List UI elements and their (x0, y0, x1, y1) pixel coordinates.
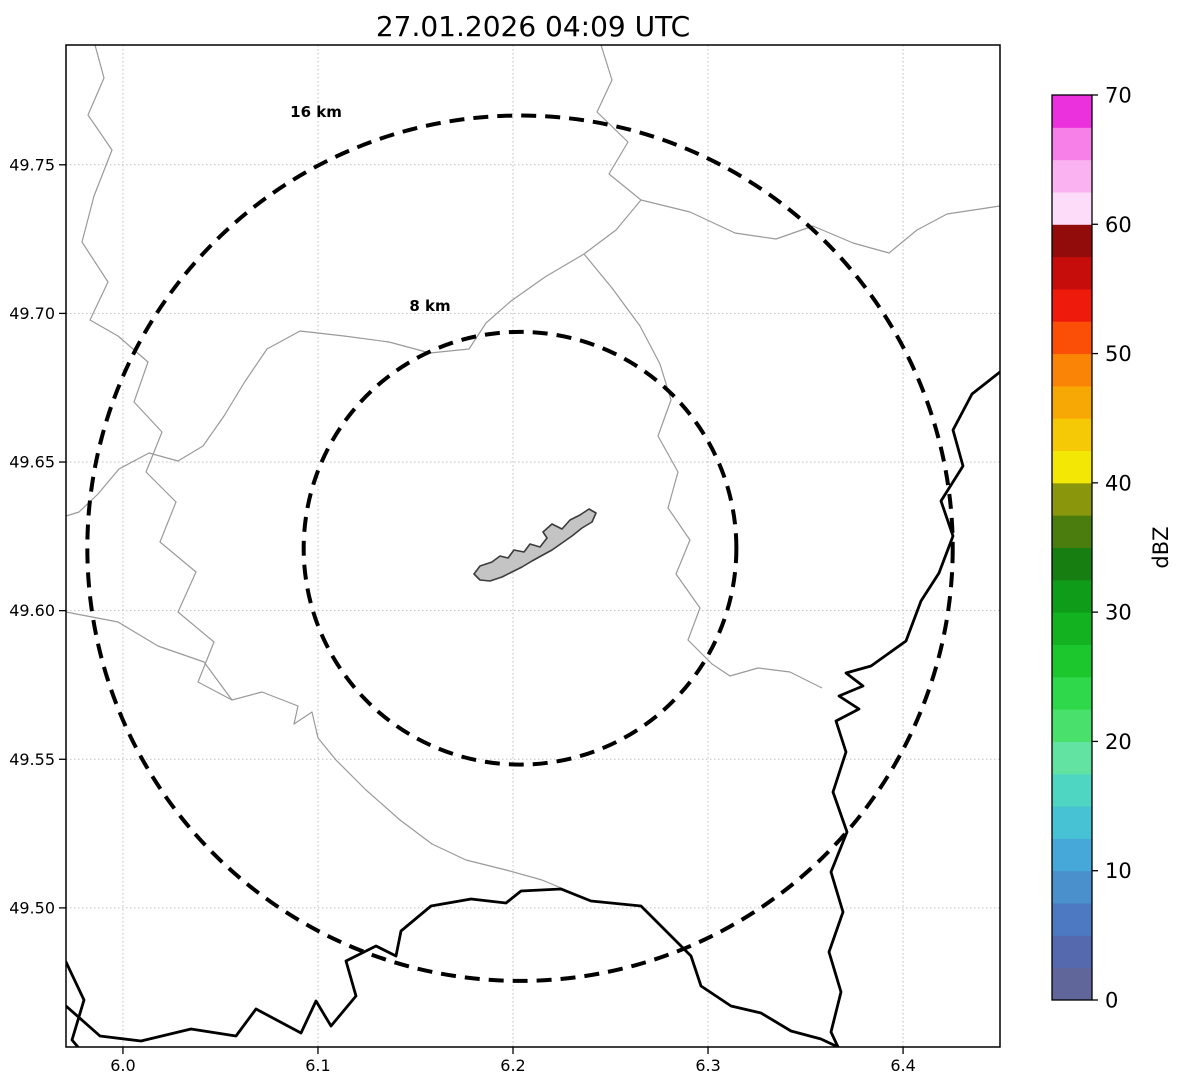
range-ring-labels: 8 km 16 km (290, 103, 450, 315)
x-tick-label: 6.3 (695, 1056, 720, 1075)
colorbar: 0 10 20 30 40 50 60 70 dBZ (1051, 84, 1173, 1013)
colorbar-tick-label: 0 (1105, 989, 1118, 1013)
colorbar-segment (1052, 935, 1092, 969)
border-line (827, 370, 1000, 1047)
y-tick-label: 49.50 (9, 898, 55, 917)
colorbar-segment (1052, 515, 1092, 548)
y-tick-label: 49.65 (9, 453, 55, 472)
colorbar-tick-label: 10 (1105, 859, 1132, 883)
city-polygon (473, 508, 597, 582)
boundary-line (66, 45, 642, 517)
plot-border (65, 44, 1001, 1048)
range-ring (85, 113, 955, 983)
colorbar-segment (1052, 903, 1092, 936)
boundary-line (66, 611, 567, 891)
colorbar-segment (1052, 547, 1092, 581)
grid-lines (66, 45, 1000, 1047)
colorbar-segment (1052, 806, 1092, 839)
colorbar-segment (1052, 127, 1092, 161)
x-tick-label: 6.2 (500, 1056, 525, 1075)
colorbar-segment (1052, 418, 1092, 452)
range-rings (85, 113, 955, 983)
border-line (66, 887, 840, 1047)
colorbar-segment (1052, 870, 1092, 904)
range-ring-label: 16 km (290, 103, 342, 121)
colorbar-segment (1052, 321, 1092, 355)
colorbar-segment (1052, 224, 1092, 258)
y-tick-label: 49.55 (9, 750, 55, 769)
colorbar-segment (1052, 773, 1092, 807)
colorbar-segment (1052, 579, 1092, 613)
figure-title: 27.01.2026 04:09 UTC (376, 10, 690, 43)
x-tick-label: 6.1 (305, 1056, 330, 1075)
range-ring-label: 8 km (409, 297, 450, 315)
colorbar-segment (1052, 191, 1092, 225)
boundary-line (583, 253, 823, 689)
boundary-line (81, 45, 233, 701)
boundary-line (640, 199, 1000, 254)
y-tick-label: 49.70 (9, 304, 55, 323)
colorbar-segment (1052, 450, 1092, 484)
colorbar-tick-label: 60 (1105, 213, 1132, 237)
colorbar-segment (1052, 256, 1092, 290)
colorbar-segment (1052, 385, 1092, 419)
colorbar-frame (1051, 94, 1093, 1001)
y-tick-label: 49.75 (9, 155, 55, 174)
colorbar-tick-label: 40 (1105, 471, 1132, 495)
colorbar-tick-label: 70 (1105, 84, 1132, 108)
colorbar-tick-label: 30 (1105, 601, 1132, 625)
colorbar-tick-label: 20 (1105, 730, 1132, 754)
colorbar-segment (1052, 482, 1092, 516)
colorbar-segment (1052, 676, 1092, 710)
map-geography (66, 45, 1000, 1047)
colorbar-unit-label: dBZ (1149, 526, 1173, 568)
colorbar-segment (1052, 838, 1092, 872)
colorbar-tick-label: 50 (1105, 342, 1132, 366)
colorbar-segment (1052, 967, 1092, 1001)
colorbar-segment (1052, 353, 1092, 387)
colorbar-segment (1052, 741, 1092, 775)
colorbar-segment (1052, 612, 1092, 645)
x-tick-label: 6.4 (890, 1056, 915, 1075)
x-tick-label: 6.0 (110, 1056, 135, 1075)
colorbar-segment (1052, 95, 1092, 128)
colorbar-segment (1052, 288, 1092, 322)
colorbar-segment (1052, 159, 1092, 193)
range-ring (301, 329, 739, 767)
y-tick-label: 49.60 (9, 601, 55, 620)
colorbar-segment (1052, 644, 1092, 678)
colorbar-segment (1052, 709, 1092, 742)
border-line (66, 960, 86, 1047)
axes-frame: 6.0 6.1 6.2 6.3 6.4 49.50 49.55 49.60 49.65 49.70… (9, 44, 1001, 1075)
